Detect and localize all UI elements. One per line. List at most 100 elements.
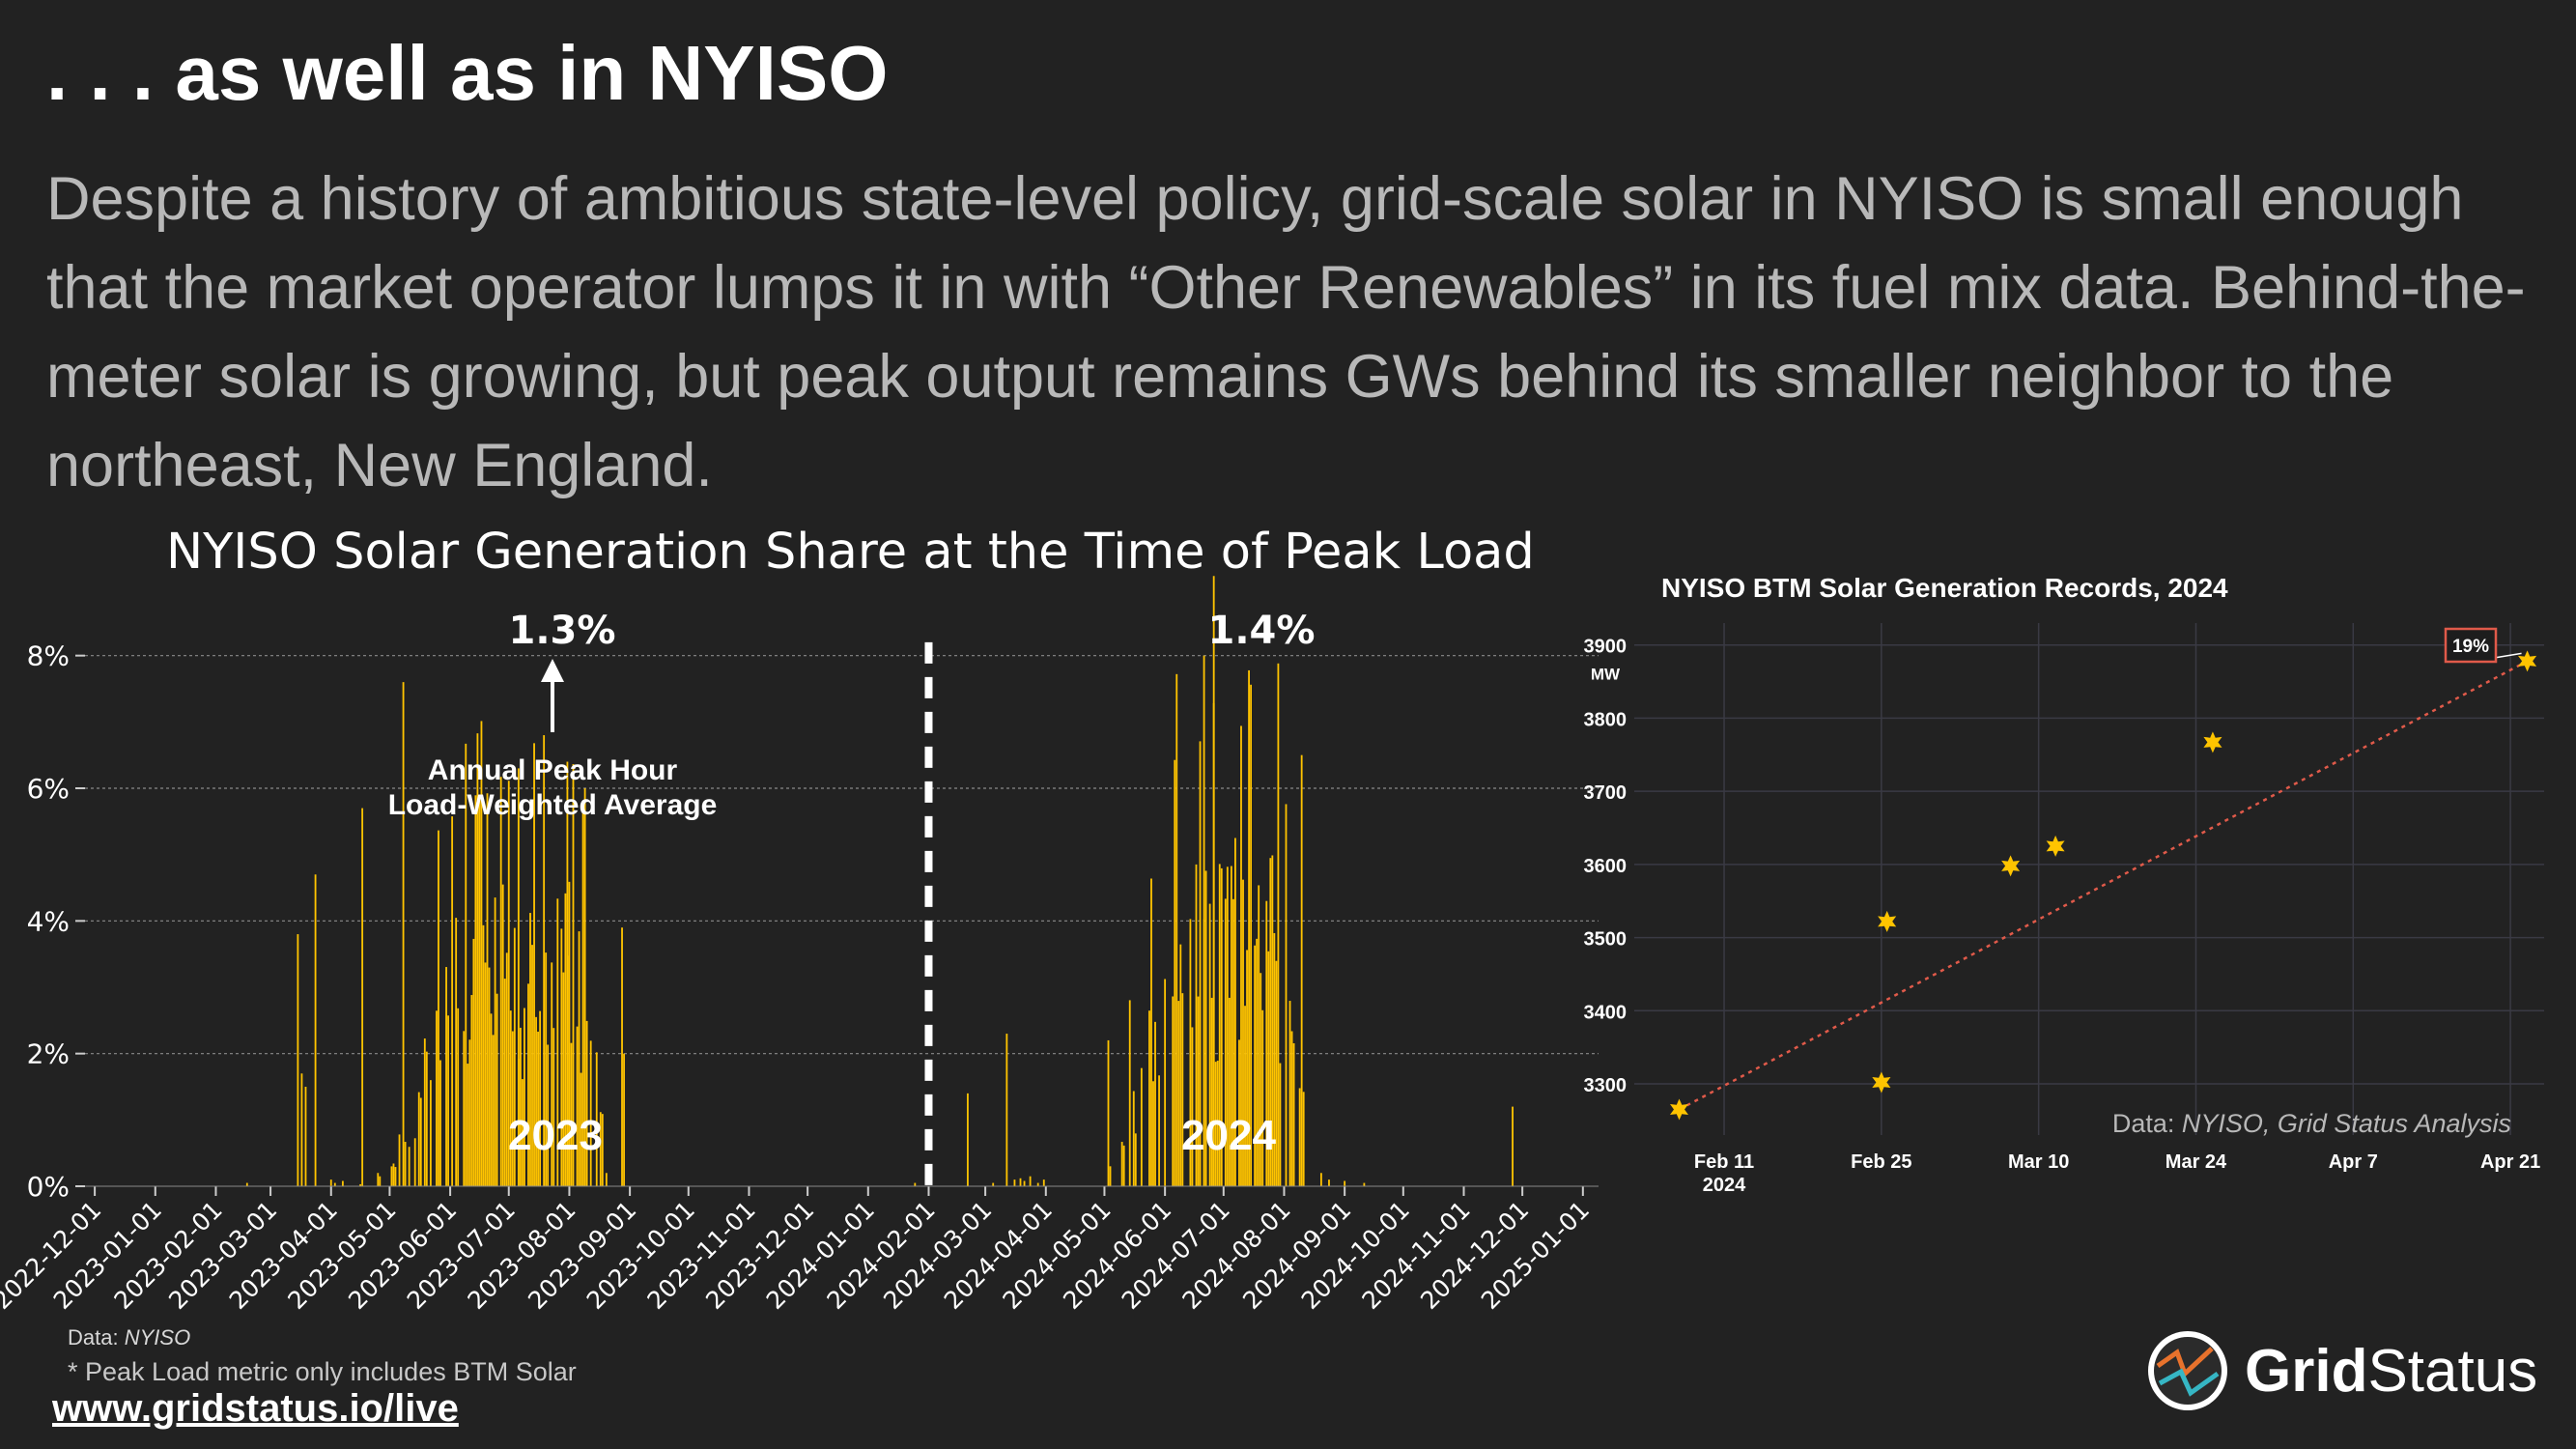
bar (1277, 663, 1280, 1186)
bar (488, 967, 491, 1186)
record-point-marker (2203, 731, 2222, 753)
bar (314, 874, 317, 1186)
bar (505, 952, 508, 1186)
y-axis-unit: MW (1591, 666, 1621, 684)
scatter-source-note: Data: NYISO, Grid Status Analysis (2112, 1109, 2511, 1138)
bar (522, 1079, 524, 1186)
bar (1191, 1027, 1194, 1186)
x-tick-label: Feb 11 (1694, 1151, 1754, 1173)
bar (436, 1010, 438, 1186)
bar (564, 893, 567, 1186)
bar (1220, 867, 1223, 1186)
bar (914, 1182, 917, 1186)
bar (300, 1073, 303, 1186)
bar (581, 808, 584, 1186)
bar (495, 993, 498, 1186)
x-tick-label: Mar 24 (2166, 1151, 2227, 1173)
bar (425, 1051, 428, 1186)
x-tick-year-label: 2024 (1703, 1175, 1746, 1196)
bar (1199, 741, 1202, 1186)
bar (583, 788, 586, 1186)
footer-source-label: Data: (68, 1325, 119, 1350)
bar (503, 979, 506, 1186)
bar (601, 1114, 604, 1186)
y-tick-label: 3600 (1584, 856, 1628, 877)
y-tick-label: 3800 (1584, 709, 1628, 730)
bar (1248, 669, 1250, 1186)
bar (519, 1027, 522, 1186)
bar (507, 781, 510, 1186)
bar (1244, 1006, 1246, 1186)
bar (531, 945, 533, 1186)
bar (1302, 1092, 1305, 1186)
bar (1019, 1178, 1022, 1186)
bar (1164, 979, 1167, 1186)
bar (1128, 1000, 1131, 1186)
bar (361, 808, 364, 1186)
bar (580, 1072, 582, 1186)
bar (545, 952, 548, 1186)
bar (560, 928, 563, 1186)
bar (1234, 838, 1236, 1186)
bar (1344, 1180, 1346, 1186)
bar (476, 733, 479, 1186)
right-chart-title: NYISO BTM Solar Generation Records, 2024 (1661, 573, 2228, 603)
bar (455, 918, 458, 1186)
bar (535, 1016, 537, 1186)
bar (1148, 1010, 1150, 1186)
record-point-marker (1878, 910, 1897, 932)
bar (1279, 1063, 1282, 1186)
y-tick-label: 4% (27, 905, 70, 937)
grid-status-logo[interactable]: GridStatus (2144, 1325, 2537, 1416)
bar (1254, 945, 1257, 1186)
bar (1134, 1133, 1137, 1186)
grid-status-logo-icon (2148, 1331, 2227, 1410)
bar (490, 1013, 493, 1186)
bar (465, 743, 467, 1186)
bar (494, 897, 496, 1186)
bar (1230, 866, 1232, 1186)
record-point-marker (2046, 835, 2065, 857)
bar (568, 881, 571, 1186)
bar (572, 764, 575, 1186)
bar (537, 1031, 539, 1186)
bar (1512, 1106, 1514, 1186)
bar (392, 1163, 395, 1186)
gridstatus-live-link[interactable]: www.gridstatus.io/live (52, 1387, 459, 1430)
bar (1109, 1166, 1112, 1186)
bar (1189, 919, 1192, 1186)
bar (451, 816, 454, 1186)
bar (478, 800, 481, 1186)
bar (492, 1035, 495, 1186)
bar (1228, 997, 1231, 1186)
bar (445, 967, 447, 1186)
bar (552, 1028, 555, 1186)
bar (1140, 1067, 1143, 1186)
bar (379, 1176, 382, 1186)
bar (304, 1087, 307, 1186)
bar (1204, 870, 1207, 1186)
bar (486, 793, 489, 1186)
bar (413, 1138, 416, 1186)
bar (329, 1179, 332, 1186)
bar (1292, 1043, 1295, 1186)
bar (1246, 950, 1248, 1186)
bar (1273, 932, 1276, 1186)
bar (1042, 1179, 1045, 1186)
record-point-marker (2001, 855, 2021, 877)
annotation-arrow-head-icon (541, 659, 564, 682)
bar (595, 1052, 598, 1186)
bar (585, 1020, 588, 1186)
y-tick-label: 2% (27, 1038, 70, 1070)
bar (463, 1031, 466, 1186)
bar (1203, 655, 1205, 1186)
bar (404, 1142, 407, 1186)
bar (1290, 1031, 1293, 1186)
bar (1216, 1061, 1219, 1186)
bar (499, 777, 502, 1186)
bar (1238, 1039, 1240, 1186)
bar (438, 830, 439, 1186)
bar (539, 1010, 542, 1186)
bar (480, 721, 483, 1186)
